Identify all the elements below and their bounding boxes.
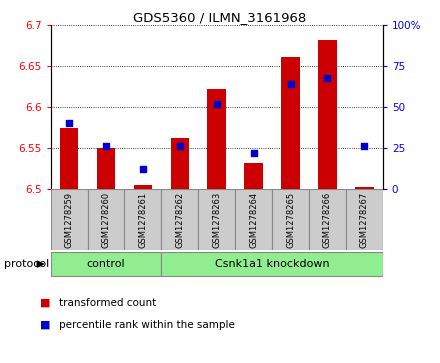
Text: GSM1278266: GSM1278266 xyxy=(323,192,332,248)
FancyBboxPatch shape xyxy=(198,189,235,250)
Text: control: control xyxy=(87,259,125,269)
Text: GSM1278261: GSM1278261 xyxy=(138,192,147,248)
Text: GSM1278259: GSM1278259 xyxy=(65,192,73,248)
Text: GSM1278267: GSM1278267 xyxy=(360,192,369,248)
Text: GSM1278262: GSM1278262 xyxy=(175,192,184,248)
Text: percentile rank within the sample: percentile rank within the sample xyxy=(59,320,235,330)
FancyBboxPatch shape xyxy=(161,189,198,250)
Point xyxy=(139,166,147,172)
Point xyxy=(66,121,73,126)
Text: transformed count: transformed count xyxy=(59,298,157,308)
Point xyxy=(287,81,294,87)
Bar xyxy=(318,40,337,189)
FancyBboxPatch shape xyxy=(125,189,161,250)
Text: GDS5360 / ILMN_3161968: GDS5360 / ILMN_3161968 xyxy=(133,11,307,24)
Bar xyxy=(244,163,263,189)
Bar xyxy=(355,187,374,189)
FancyBboxPatch shape xyxy=(346,189,383,250)
Text: ■: ■ xyxy=(40,320,50,330)
Text: GSM1278265: GSM1278265 xyxy=(286,192,295,248)
Point xyxy=(176,143,183,149)
FancyBboxPatch shape xyxy=(51,252,161,276)
Text: GSM1278263: GSM1278263 xyxy=(212,192,221,248)
Text: GSM1278260: GSM1278260 xyxy=(102,192,110,248)
Bar xyxy=(281,57,300,189)
Bar xyxy=(134,185,152,189)
Text: Csnk1a1 knockdown: Csnk1a1 knockdown xyxy=(215,259,330,269)
FancyBboxPatch shape xyxy=(88,189,125,250)
Bar xyxy=(60,127,78,189)
FancyBboxPatch shape xyxy=(272,189,309,250)
Point xyxy=(361,143,368,149)
Bar xyxy=(171,138,189,189)
Text: ■: ■ xyxy=(40,298,50,308)
Text: protocol: protocol xyxy=(4,259,50,269)
Bar xyxy=(97,148,115,189)
FancyBboxPatch shape xyxy=(309,189,346,250)
Text: GSM1278264: GSM1278264 xyxy=(249,192,258,248)
FancyBboxPatch shape xyxy=(161,252,383,276)
FancyBboxPatch shape xyxy=(235,189,272,250)
Point xyxy=(324,75,331,81)
Point xyxy=(250,150,257,156)
Point xyxy=(213,101,220,107)
FancyBboxPatch shape xyxy=(51,189,88,250)
Bar xyxy=(208,89,226,189)
Point xyxy=(103,143,110,149)
